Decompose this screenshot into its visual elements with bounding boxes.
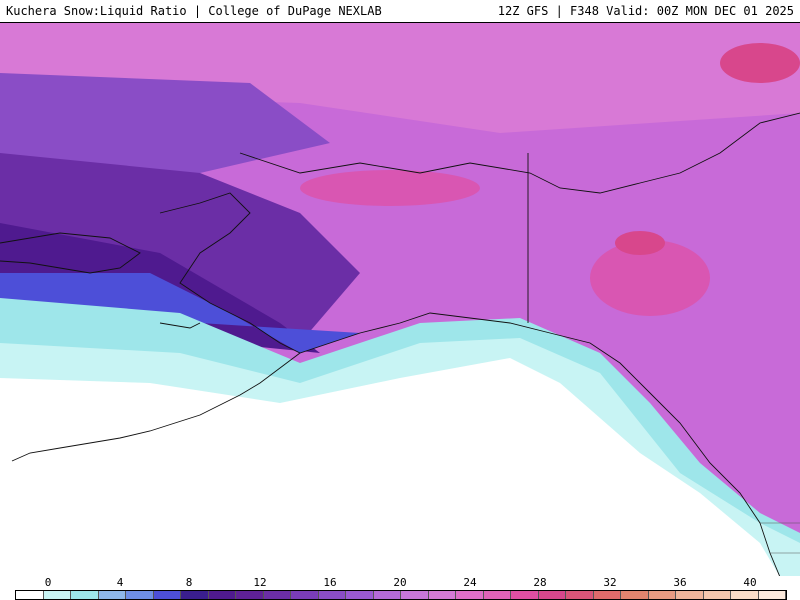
legend-swatch	[538, 591, 566, 599]
field-hotspot-core	[615, 231, 665, 255]
field-hotspot-north	[300, 170, 480, 206]
legend-swatch	[71, 591, 99, 599]
legend-tick: 12	[253, 576, 267, 589]
legend-swatch	[291, 591, 319, 599]
legend-tick: 36	[673, 576, 687, 589]
snow-ratio-map	[0, 23, 800, 577]
legend-swatch	[98, 591, 126, 599]
legend-swatch	[621, 591, 649, 599]
run-valid-time: 12Z GFS | F348 Valid: 00Z MON DEC 01 202…	[497, 4, 794, 18]
legend-swatch	[236, 591, 264, 599]
field-hotspot-yukon	[590, 240, 710, 316]
legend-tick: 20	[393, 576, 407, 589]
legend-swatch	[43, 591, 71, 599]
product-title: Kuchera Snow:Liquid Ratio | College of D…	[6, 4, 382, 18]
legend-swatch	[318, 591, 346, 599]
legend-swatch	[346, 591, 374, 599]
legend-swatch	[511, 591, 539, 599]
legend-tick: 24	[463, 576, 477, 589]
field-white	[0, 358, 780, 577]
legend-swatch	[566, 591, 594, 599]
legend-tick: 32	[603, 576, 617, 589]
legend-swatch	[263, 591, 291, 599]
legend-swatch	[703, 591, 731, 599]
legend-tick: 16	[323, 576, 337, 589]
map-panel	[0, 22, 800, 578]
borders	[760, 522, 800, 554]
legend-swatch	[208, 591, 236, 599]
legend-swatch	[676, 591, 704, 599]
legend-color-bar	[15, 590, 787, 600]
legend-swatch	[181, 591, 209, 599]
legend-swatch	[593, 591, 621, 599]
legend-swatch	[731, 591, 759, 599]
coastlines	[0, 112, 800, 577]
legend-tick: 40	[743, 576, 757, 589]
legend-swatch	[648, 591, 676, 599]
legend-tick-labels: 0 4 8 12 16 20 24 28 32 36 40	[0, 576, 800, 589]
field-hotspot-ne	[720, 43, 800, 83]
legend-swatch	[483, 591, 511, 599]
legend-tick: 28	[533, 576, 547, 589]
legend-swatch	[153, 591, 181, 599]
legend-tick: 8	[185, 576, 193, 589]
legend-swatch	[456, 591, 484, 599]
legend-tick: 0	[44, 576, 52, 589]
color-scale-legend: 0 4 8 12 16 20 24 28 32 36 40	[0, 576, 800, 600]
header-bar: Kuchera Snow:Liquid Ratio | College of D…	[0, 0, 800, 22]
field-north-pink	[0, 23, 800, 133]
legend-swatch	[758, 591, 786, 599]
legend-tick: 4	[116, 576, 124, 589]
legend-swatch	[373, 591, 401, 599]
legend-swatch	[126, 591, 154, 599]
legend-swatch	[428, 591, 456, 599]
legend-swatch	[401, 591, 429, 599]
legend-swatch	[16, 591, 44, 599]
